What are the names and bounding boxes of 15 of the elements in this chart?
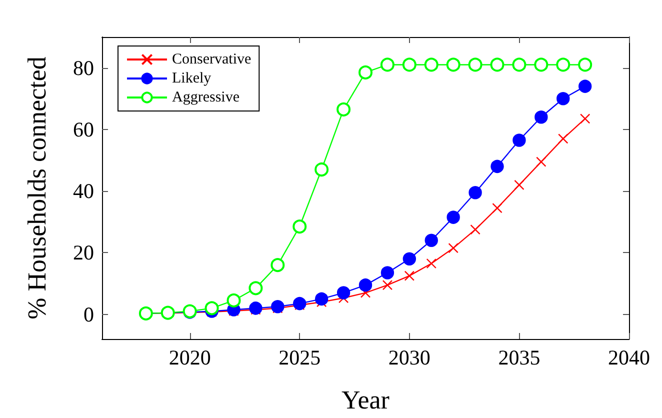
x-tick-label: 2035 <box>498 346 540 370</box>
y-axis-title: % Households connected <box>22 56 52 320</box>
x-tick-label: 2040 <box>608 346 650 370</box>
legend-label: Aggressive <box>172 90 240 106</box>
legend-label: Conservative <box>172 52 252 68</box>
y-tick-label: 80 <box>73 56 94 80</box>
x-tick-label: 2020 <box>168 346 211 370</box>
y-tick-label: 20 <box>73 240 94 265</box>
y-tick-label: 60 <box>73 117 94 142</box>
x-tick-label: 2025 <box>278 346 321 370</box>
x-axis-title: Year <box>342 386 390 414</box>
y-tick-label: 0 <box>84 302 94 326</box>
y-tick-label: 40 <box>73 179 94 204</box>
legend-label: Likely <box>172 70 212 86</box>
x-tick-label: 2030 <box>388 346 430 370</box>
